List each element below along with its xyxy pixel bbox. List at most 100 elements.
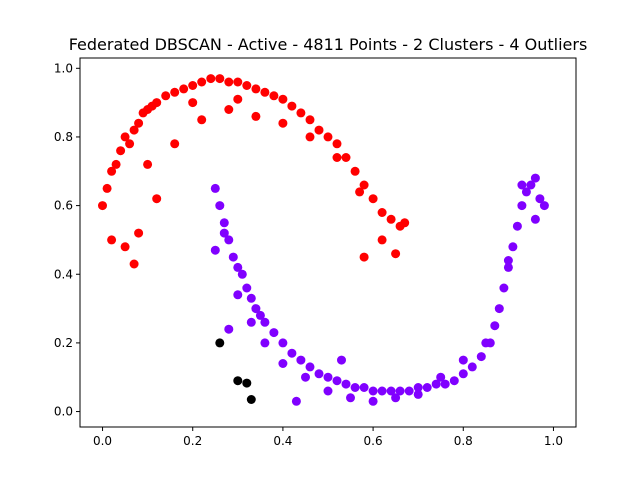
cluster-point [530, 173, 540, 183]
cluster-point [521, 187, 531, 197]
cluster-point [255, 310, 265, 320]
cluster-point [107, 235, 117, 245]
cluster-point [246, 293, 256, 303]
cluster-point [278, 118, 288, 128]
cluster-point [219, 228, 229, 238]
cluster-point [458, 355, 468, 365]
x-tick-label: 0.8 [454, 434, 473, 448]
cluster-point [539, 201, 549, 211]
cluster-point [269, 328, 279, 338]
cluster-point [224, 324, 234, 334]
cluster-point [314, 125, 324, 135]
x-tick-label: 0.2 [183, 434, 202, 448]
cluster-point [323, 386, 333, 396]
cluster-point [233, 94, 243, 104]
cluster-point [413, 383, 423, 392]
cluster-point [269, 91, 279, 101]
cluster-point [350, 383, 360, 392]
cluster-point [355, 187, 365, 197]
outlier-point [246, 395, 256, 404]
cluster-point [197, 77, 207, 87]
cluster-point [377, 208, 387, 217]
cluster-point [404, 386, 414, 396]
cluster-point [170, 87, 180, 97]
cluster-point [305, 132, 315, 142]
outlier-point [215, 338, 225, 348]
cluster-point [215, 74, 225, 84]
cluster-point [237, 269, 247, 279]
cluster-point [503, 256, 513, 265]
cluster-point [359, 383, 369, 392]
cluster-point [467, 362, 477, 372]
cluster-point [350, 166, 360, 176]
cluster-point [287, 101, 297, 111]
cluster-point [400, 218, 410, 228]
cluster-point [359, 180, 369, 190]
cluster-point [152, 98, 162, 108]
cluster-point [120, 132, 130, 142]
x-tick-label: 0.6 [364, 434, 383, 448]
cluster-point [291, 396, 301, 406]
cluster-point [301, 372, 310, 382]
cluster-point [422, 383, 432, 392]
cluster-point [512, 221, 522, 231]
y-tick-label: 0.8 [54, 130, 73, 144]
points-layer [98, 74, 549, 406]
outlier-point [242, 378, 252, 388]
cluster-point [413, 389, 423, 399]
cluster-point [503, 262, 513, 272]
cluster-point [120, 242, 130, 252]
cluster-point [170, 139, 180, 149]
cluster-point [296, 108, 306, 118]
cluster-point [332, 153, 342, 162]
cluster-point [476, 352, 486, 362]
cluster-point [346, 393, 355, 403]
cluster-point [179, 84, 189, 94]
cluster-point [386, 386, 396, 396]
cluster-point [260, 317, 270, 327]
cluster-point [440, 379, 450, 389]
cluster-point [143, 159, 153, 169]
cluster-point [107, 166, 117, 176]
cluster-point [323, 372, 333, 382]
cluster-point [341, 153, 351, 162]
cluster-point [215, 201, 225, 211]
cluster-point [210, 183, 220, 193]
cluster-point [323, 132, 333, 142]
cluster-point [391, 249, 401, 259]
cluster-point [233, 77, 243, 87]
y-tick-label: 1.0 [54, 61, 73, 75]
cluster-point [458, 369, 468, 379]
cluster-point [494, 304, 504, 314]
cluster-point [129, 125, 139, 135]
y-tick-label: 0.6 [54, 199, 73, 213]
cluster-point [449, 376, 459, 386]
cluster-point [287, 348, 297, 358]
cluster-point [224, 235, 234, 245]
cluster-point [152, 194, 162, 204]
cluster-point [499, 283, 509, 293]
cluster-point [490, 321, 500, 331]
cluster-point [242, 283, 252, 293]
cluster-point [436, 372, 446, 382]
cluster-point [251, 111, 261, 121]
cluster-point [242, 81, 252, 90]
cluster-point [251, 84, 261, 94]
cluster-point [431, 379, 441, 389]
cluster-point [535, 194, 545, 204]
cluster-point [260, 87, 270, 97]
cluster-point [359, 252, 369, 262]
cluster-point [219, 218, 229, 228]
cluster-point [278, 94, 288, 104]
cluster-point [530, 214, 540, 224]
cluster-point [251, 304, 261, 314]
cluster-point [111, 159, 121, 169]
y-axis: 0.0 0.2 0.4 0.6 0.8 1.0 [54, 61, 80, 419]
cluster-point [377, 386, 387, 396]
cluster-point [337, 355, 346, 365]
x-tick-label: 0.4 [273, 434, 292, 448]
cluster-point [517, 180, 527, 190]
cluster-point [391, 393, 401, 403]
cluster-point [377, 235, 387, 245]
cluster-point [129, 259, 139, 269]
